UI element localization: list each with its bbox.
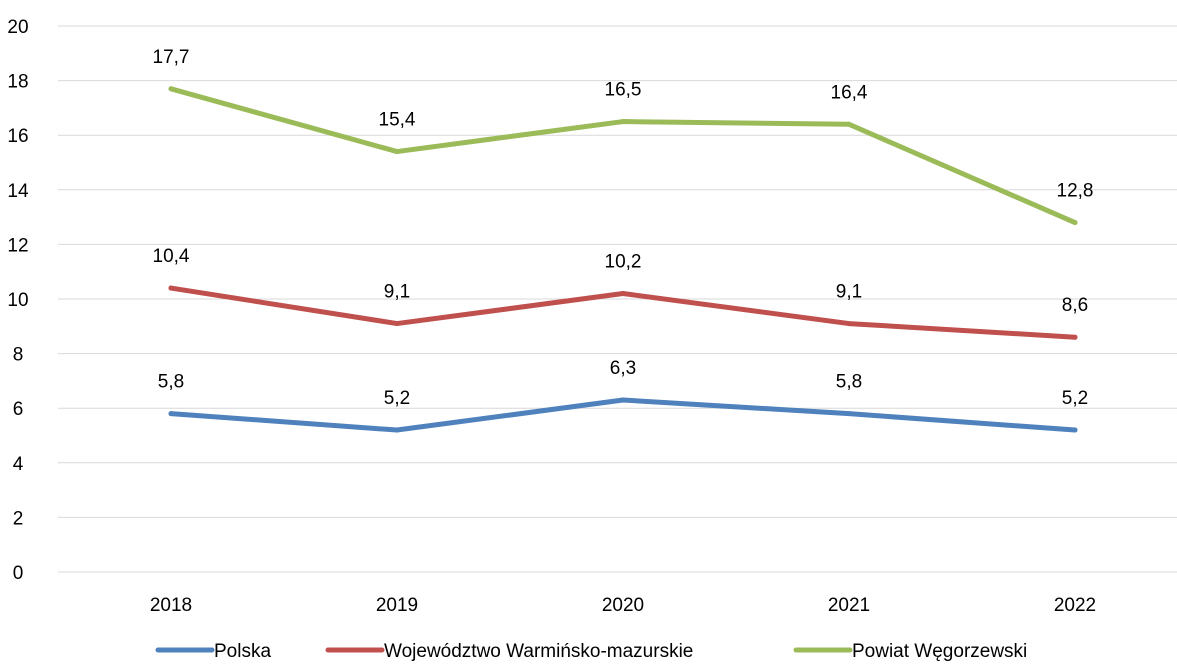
y-tick-label: 4 bbox=[13, 454, 24, 475]
data-label: 10,2 bbox=[605, 252, 642, 273]
data-point bbox=[846, 321, 852, 327]
x-tick-label: 2020 bbox=[602, 595, 644, 616]
data-label: 5,2 bbox=[384, 388, 410, 409]
data-label: 5,8 bbox=[158, 372, 184, 393]
data-label: 16,5 bbox=[605, 80, 642, 101]
y-tick-label: 20 bbox=[7, 17, 28, 38]
data-label: 15,4 bbox=[379, 110, 416, 131]
y-tick-label: 14 bbox=[7, 181, 29, 202]
data-point bbox=[1072, 334, 1078, 340]
data-point bbox=[620, 397, 626, 403]
data-label: 9,1 bbox=[384, 282, 410, 303]
legend-item-1: Polska bbox=[155, 641, 271, 662]
data-label: 16,4 bbox=[831, 82, 868, 103]
data-point bbox=[394, 427, 400, 433]
x-tick-label: 2021 bbox=[828, 595, 870, 616]
data-point bbox=[620, 119, 626, 125]
y-tick-label: 16 bbox=[7, 126, 28, 147]
legend-label: Powiat Węgorzewski bbox=[852, 641, 1027, 662]
y-tick-label: 18 bbox=[7, 72, 28, 93]
y-tick-label: 8 bbox=[13, 345, 24, 366]
data-point bbox=[394, 149, 400, 155]
data-label: 8,6 bbox=[1062, 295, 1088, 316]
data-point bbox=[168, 411, 174, 417]
legend-item-2: Województwo Warmińsko-mazurskie bbox=[325, 641, 693, 662]
data-point bbox=[1072, 427, 1078, 433]
series-line-1 bbox=[168, 397, 1078, 433]
y-axis: 0 2 4 6 8 10 12 14 16 18 20 bbox=[7, 17, 29, 584]
y-tick-label: 6 bbox=[13, 399, 24, 420]
series-lines bbox=[168, 86, 1078, 433]
y-tick-label: 10 bbox=[7, 290, 28, 311]
data-point bbox=[394, 321, 400, 327]
x-axis: 2018 2019 2020 2021 2022 bbox=[150, 595, 1096, 616]
y-tick-label: 12 bbox=[7, 235, 28, 256]
data-point bbox=[168, 86, 174, 92]
legend: Polska Województwo Warmińsko-mazurskie Pow… bbox=[155, 641, 1027, 662]
legend-label: Województwo Warmińsko-mazurskie bbox=[384, 641, 693, 662]
data-label: 10,4 bbox=[153, 246, 190, 267]
data-label: 17,7 bbox=[153, 47, 190, 68]
data-point bbox=[168, 285, 174, 291]
data-label: 6,3 bbox=[610, 358, 636, 379]
legend-label: Polska bbox=[214, 641, 271, 662]
data-label: 9,1 bbox=[836, 282, 862, 303]
x-tick-label: 2019 bbox=[376, 595, 418, 616]
x-tick-label: 2018 bbox=[150, 595, 192, 616]
data-label: 5,2 bbox=[1062, 388, 1088, 409]
data-point bbox=[620, 291, 626, 297]
data-label: 5,8 bbox=[836, 372, 862, 393]
legend-item-3: Powiat Węgorzewski bbox=[793, 641, 1027, 662]
y-tick-label: 0 bbox=[13, 563, 24, 584]
data-point bbox=[1072, 220, 1078, 226]
y-tick-label: 2 bbox=[13, 508, 24, 529]
series-line-3 bbox=[168, 86, 1078, 226]
x-tick-label: 2022 bbox=[1054, 595, 1096, 616]
data-label: 12,8 bbox=[1057, 181, 1094, 202]
data-labels: 5,8 5,2 6,3 5,8 5,2 10,4 9,1 10,2 9,1 8,6 17,7 15,4… bbox=[153, 47, 1094, 409]
data-point bbox=[846, 121, 852, 127]
data-point bbox=[846, 411, 852, 417]
